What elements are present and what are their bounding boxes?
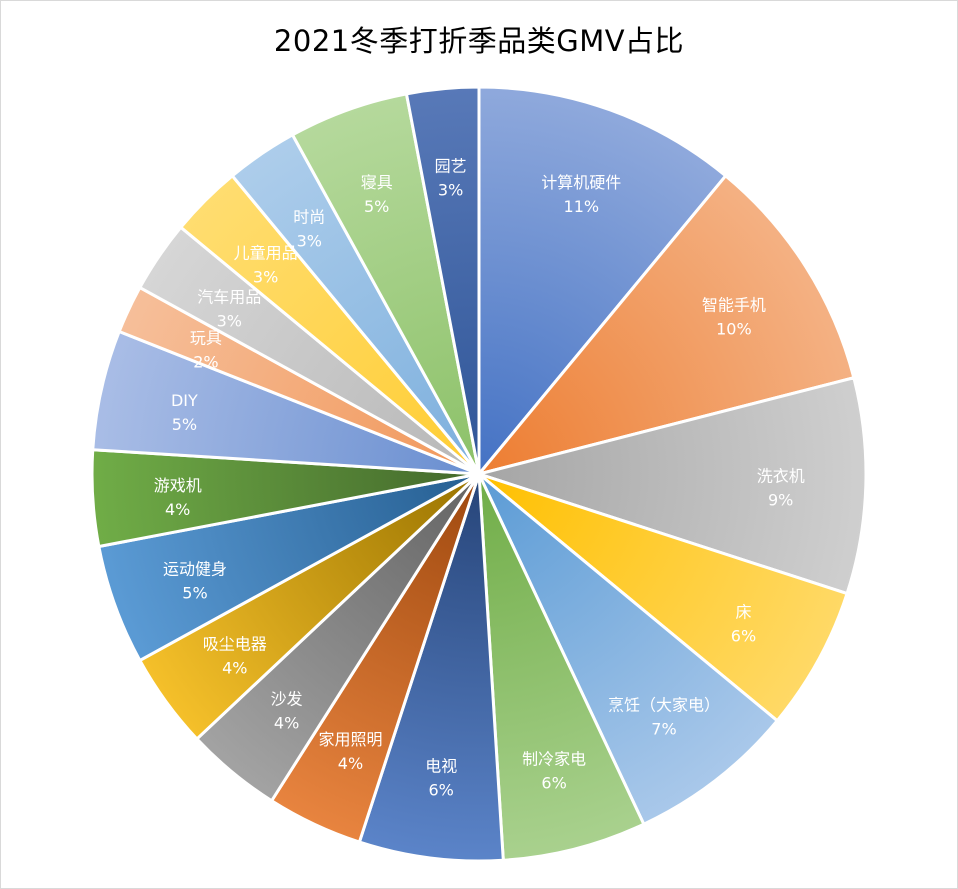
slice-category-label: 床: [735, 602, 751, 621]
slice-percent-label: 3%: [253, 268, 278, 287]
slice-percent-label: 6%: [541, 773, 566, 792]
slice-percent-label: 10%: [716, 319, 752, 338]
slice-percent-label: 5%: [364, 197, 389, 216]
slice-category-label: 吸尘电器: [203, 634, 267, 653]
slice-category-label: 计算机硬件: [541, 173, 621, 192]
slice-category-label: 家用照明: [318, 730, 382, 749]
chart-title: 2021冬季打折季品类GMV占比: [273, 24, 685, 58]
slice-percent-label: 3%: [438, 181, 463, 200]
pie-slice: [477, 472, 646, 862]
pie-slice: [477, 376, 868, 596]
pie-slice: [357, 472, 505, 863]
slice-percent-label: 2%: [193, 353, 218, 372]
slice-percent-label: 6%: [429, 781, 454, 800]
slice-category-label: 智能手机: [702, 295, 766, 314]
slice-category-label: 游戏机: [154, 476, 202, 495]
slice-category-label: 运动健身: [163, 559, 227, 578]
slice-category-label: 园艺: [435, 157, 467, 176]
slice-category-label: 汽车用品: [197, 287, 261, 306]
slice-percent-label: 4%: [165, 500, 190, 519]
slice-category-label: 电视: [425, 757, 457, 776]
pie-slice: [477, 85, 728, 476]
slice-percent-label: 4%: [222, 658, 247, 677]
slice-percent-label: 11%: [564, 197, 600, 216]
pie-slice: [477, 472, 849, 723]
slice-percent-label: 5%: [172, 415, 197, 434]
pie-slice: [477, 472, 779, 826]
slice-category-label: 制冷家电: [522, 749, 586, 768]
slice-category-label: 沙发: [271, 690, 303, 709]
slice-category-label: 烹饪（大家电）: [608, 696, 720, 715]
slice-category-label: 时尚: [293, 207, 325, 226]
slice-category-label: 洗衣机: [757, 467, 805, 486]
slice-percent-label: 4%: [274, 714, 299, 733]
slice-category-label: 儿童用品: [234, 244, 298, 263]
slice-percent-label: 7%: [651, 720, 676, 739]
slice-percent-label: 9%: [768, 491, 793, 510]
slice-category-label: 玩具: [190, 329, 222, 348]
slice-category-label: 寝具: [361, 173, 393, 192]
slice-category-label: DIY: [171, 391, 198, 410]
slice-percent-label: 3%: [217, 311, 242, 330]
pie-slice: [477, 174, 856, 476]
pie-slice: [404, 85, 481, 476]
slice-percent-label: 3%: [297, 231, 322, 250]
slice-percent-label: 5%: [182, 583, 207, 602]
slice-percent-label: 6%: [731, 626, 756, 645]
slice-percent-label: 4%: [338, 754, 363, 773]
